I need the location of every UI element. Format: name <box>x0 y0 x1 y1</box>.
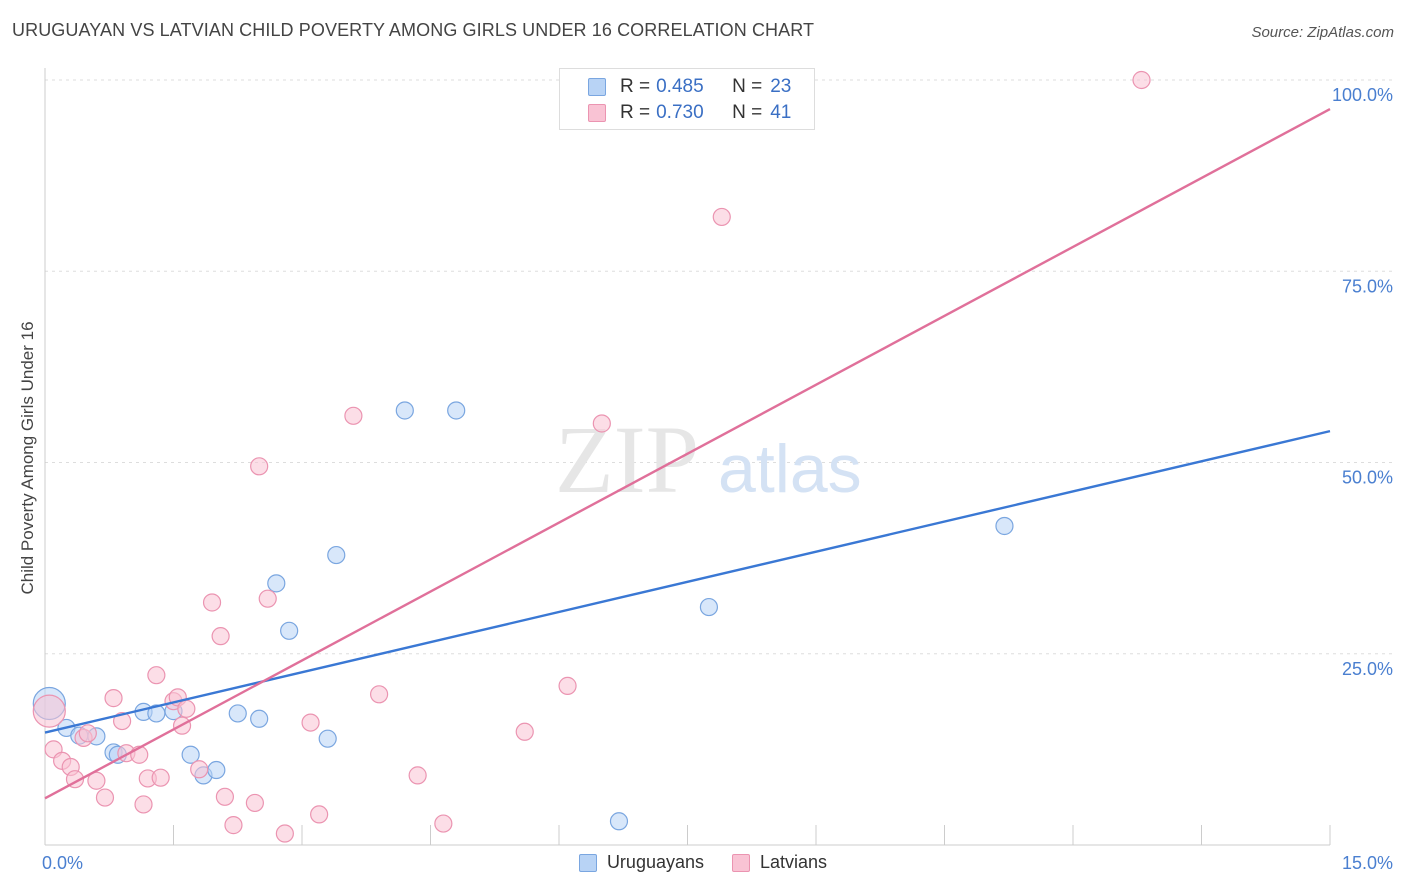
legend-label-latvians: Latvians <box>760 852 828 872</box>
legend-r-label: R = <box>620 102 651 123</box>
uruguayans-point <box>250 709 269 728</box>
uruguayans-point <box>995 516 1014 536</box>
source-label: Source: ZipAtlas.com <box>1251 24 1394 41</box>
gridlines <box>45 79 1395 655</box>
latvians-point <box>515 722 534 741</box>
latvians-point <box>95 788 115 807</box>
latvians-point <box>408 766 427 785</box>
latvians-point <box>151 768 170 787</box>
legend-row-uruguayans: R = 0.485 N = 23 <box>588 75 791 99</box>
legend-item-uruguayans[interactable]: Uruguayans <box>578 852 704 873</box>
latvians-points <box>32 70 1151 843</box>
latvians-point <box>112 711 132 731</box>
uruguayans-point <box>181 745 200 764</box>
trend-lines <box>44 108 1331 800</box>
uruguayans-point <box>395 401 414 420</box>
latvians-point <box>32 694 66 728</box>
latvians-point <box>78 724 97 743</box>
legend-n-label: N = <box>732 76 763 97</box>
latvians-point <box>134 795 153 814</box>
latvians-trend-line <box>44 108 1331 800</box>
legend-n-value: 23 <box>770 76 792 97</box>
legend-r-value: 0.485 <box>656 76 704 97</box>
latvians-point <box>592 414 611 433</box>
legend-r-label: R = <box>620 76 651 97</box>
correlation-legend: R = 0.485 N = 23 R = 0.730 N = 41 <box>559 68 815 130</box>
uruguayans-point <box>609 812 629 831</box>
latvians-point <box>211 627 230 646</box>
latvians-point <box>301 713 320 732</box>
x-tick-label: 15.0% <box>1342 853 1393 873</box>
latvians-point <box>1132 70 1151 90</box>
uruguayans-point <box>207 760 226 780</box>
legend-r-value: 0.730 <box>656 102 704 123</box>
legend-row-latvians: R = 0.730 N = 41 <box>588 101 791 125</box>
legend-swatch-latvians <box>732 853 750 872</box>
legend-item-latvians[interactable]: Latvians <box>732 852 827 873</box>
latvians-point <box>712 207 731 227</box>
latvians-point <box>202 593 222 612</box>
latvians-point <box>190 760 209 779</box>
latvians-point <box>245 793 264 813</box>
legend-swatch-uruguayans <box>578 853 597 872</box>
x-tick-label: 0.0% <box>42 853 83 873</box>
series-legend: Uruguayans Latvians <box>0 852 1406 873</box>
uruguayans-point <box>228 704 247 723</box>
latvians-point <box>558 676 577 695</box>
uruguayans-point <box>280 621 299 640</box>
latvians-point <box>147 666 166 685</box>
legend-n-label: N = <box>732 102 763 123</box>
uruguayans-point <box>447 401 466 420</box>
latvians-point <box>344 406 363 425</box>
uruguayans-point <box>267 574 286 593</box>
latvians-point <box>275 824 294 843</box>
latvians-point <box>87 771 106 790</box>
y-tick-label: 25.0% <box>1342 659 1393 679</box>
legend-swatch-uruguayans <box>588 78 606 96</box>
latvians-point <box>104 689 123 708</box>
y-tick-label: 100.0% <box>1332 85 1393 105</box>
latvians-point <box>215 787 234 806</box>
y-tick-label: 75.0% <box>1342 276 1393 296</box>
legend-n-value: 41 <box>770 102 792 123</box>
latvians-point <box>250 457 269 476</box>
latvians-point <box>310 805 329 824</box>
tick-labels: 25.0% 50.0% 75.0% 100.0% 0.0% 15.0% <box>42 85 1393 873</box>
uruguayans-points <box>32 401 1014 831</box>
latvians-point <box>434 814 453 833</box>
uruguayans-point <box>318 729 337 748</box>
latvians-point <box>258 589 277 608</box>
uruguayans-point <box>327 545 346 565</box>
latvians-point <box>370 685 389 704</box>
latvians-point <box>224 816 243 835</box>
chart-title: URUGUAYAN VS LATVIAN CHILD POVERTY AMONG… <box>12 20 815 40</box>
y-tick-label: 50.0% <box>1342 468 1393 488</box>
latvians-point <box>177 699 196 718</box>
watermark-atlas: atlas <box>718 431 862 507</box>
uruguayans-point <box>699 597 719 617</box>
legend-label-uruguayans: Uruguayans <box>606 852 704 872</box>
legend-swatch-latvians <box>588 104 606 122</box>
